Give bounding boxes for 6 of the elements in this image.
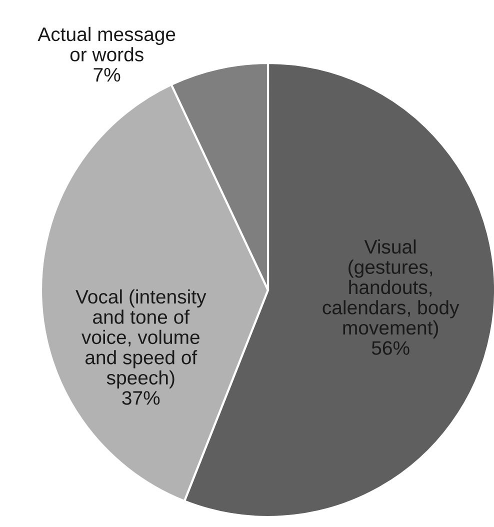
- data-label: 56%: [372, 341, 410, 355]
- slice-label: Actual message or words: [38, 26, 176, 62]
- data-label: 37%: [122, 391, 160, 405]
- slice-label: Vocal (intensity and tone of voice, volume and speed of speech): [76, 289, 206, 388]
- slice-label: Visual (gestures, handouts, calendars, body movement): [322, 239, 460, 338]
- data-label: 7%: [94, 68, 120, 82]
